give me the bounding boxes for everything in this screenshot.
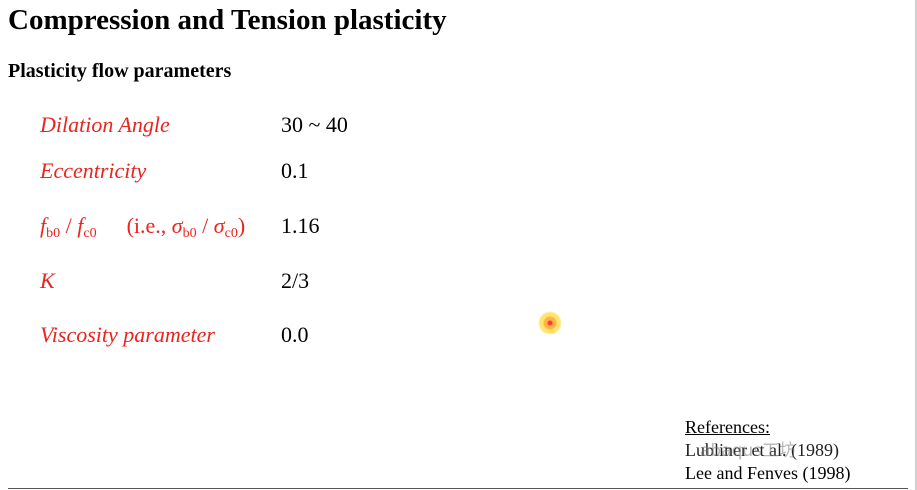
param-row-dilation-angle: Dilation Angle 30 ~ 40: [0, 112, 500, 142]
subscript-b0: b0: [46, 226, 61, 241]
symbol-sigma: σ: [213, 213, 225, 238]
symbol-f: f: [77, 213, 84, 238]
pointer-highlight-icon: [538, 311, 562, 335]
param-name: Eccentricity: [40, 158, 147, 183]
ie-close: ): [237, 213, 246, 238]
param-name: K: [40, 268, 55, 293]
param-row-eccentricity: Eccentricity 0.1: [0, 158, 500, 188]
slash: /: [196, 213, 214, 238]
param-name-biaxial-ratio: fb0 / fc0 (i.e., σb0 / σc0): [40, 213, 245, 242]
symbol-f: f: [40, 213, 47, 238]
slash: /: [60, 213, 78, 238]
right-border: [915, 0, 917, 490]
section-heading: Plasticity flow parameters: [8, 60, 232, 82]
watermark: abaqus工坊: [700, 441, 797, 461]
subscript-b0: b0: [182, 226, 197, 241]
ie-open: (i.e.,: [126, 213, 172, 238]
subscript-c0: c0: [83, 226, 97, 241]
reference-item: Lee and Fenves (1998): [685, 463, 851, 483]
param-row-k: K 2/3: [0, 268, 500, 298]
param-value: 1.16: [281, 213, 320, 238]
param-value: 2/3: [281, 268, 310, 293]
slide-title: Compression and Tension plasticity: [8, 4, 447, 36]
param-row-biaxial-ratio: fb0 / fc0 (i.e., σb0 / σc0) 1.16: [0, 213, 500, 243]
symbol-sigma: σ: [171, 213, 183, 238]
param-value: 0.1: [281, 158, 309, 183]
reference-item: Lubliner et al. (1989): [685, 440, 839, 460]
param-name: Dilation Angle: [40, 112, 170, 137]
bottom-divider: [8, 488, 908, 489]
param-value: 0.0: [281, 322, 309, 347]
param-name: Viscosity parameter: [40, 322, 215, 347]
param-row-viscosity: Viscosity parameter 0.0: [0, 322, 500, 352]
param-value: 30 ~ 40: [281, 112, 348, 137]
references-heading: References:: [685, 417, 770, 437]
subscript-c0: c0: [224, 226, 238, 241]
ie-expression: (i.e., σb0 / σc0): [126, 213, 246, 241]
references: References: Lubliner et al. (1989) Lee a…: [685, 416, 850, 485]
